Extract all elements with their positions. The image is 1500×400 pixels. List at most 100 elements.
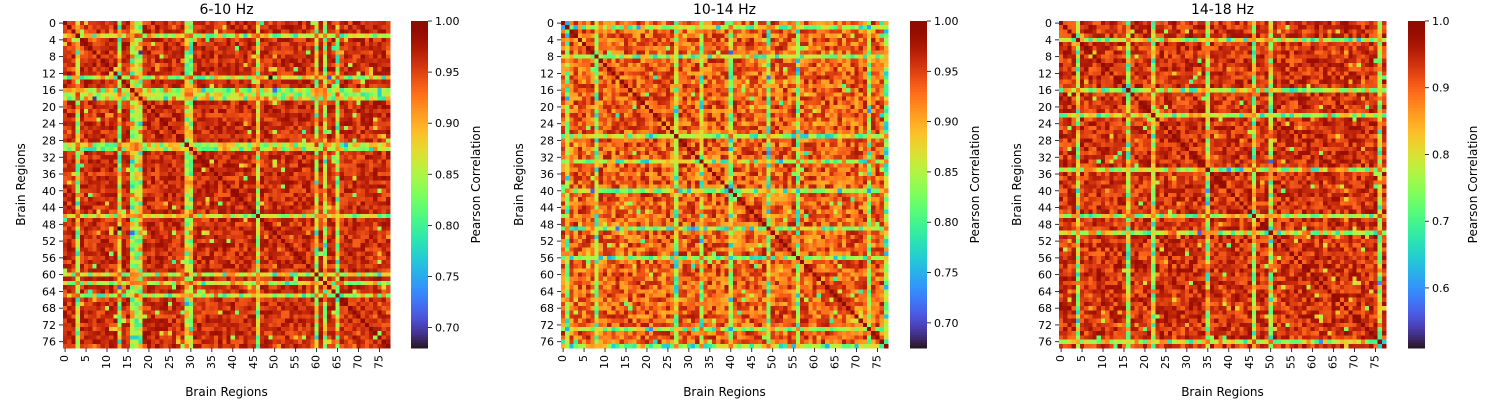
heatmap-cell (125, 33, 131, 39)
heatmap-cell (364, 180, 370, 185)
heatmap-cell (71, 46, 76, 51)
heatmap-cell (348, 239, 353, 244)
heatmap-cell (289, 255, 294, 261)
heatmap-cell (192, 213, 198, 219)
heatmap-cell (201, 117, 206, 122)
heatmap-cell (113, 280, 118, 286)
heatmap-cell (63, 176, 68, 181)
heatmap-cell (163, 75, 169, 81)
heatmap-cell (197, 176, 202, 181)
heatmap-cell (79, 130, 85, 135)
heatmap-cell (264, 29, 269, 34)
heatmap-cell (83, 171, 89, 177)
heatmap-cell (381, 29, 387, 34)
heatmap-cell (130, 138, 135, 143)
heatmap-cell (230, 184, 236, 190)
heatmap-cell (322, 142, 328, 148)
heatmap-cell (75, 29, 81, 34)
heatmap-cell (146, 146, 152, 152)
heatmap-cell (222, 197, 227, 202)
heatmap-cell (335, 130, 341, 135)
heatmap-cell (63, 121, 68, 127)
heatmap-cell (213, 21, 219, 26)
heatmap-cell (335, 218, 341, 223)
heatmap-cell (343, 134, 349, 139)
heatmap-cell (192, 125, 198, 131)
heatmap-cell (339, 41, 345, 47)
heatmap-cell (289, 180, 294, 185)
heatmap-cell (92, 205, 97, 210)
heatmap-cell (327, 155, 332, 160)
heatmap-cell (377, 264, 382, 269)
heatmap-cell (301, 83, 307, 89)
heatmap-cell (113, 100, 118, 106)
heatmap-cell (222, 155, 227, 160)
heatmap-cell (88, 171, 93, 177)
heatmap-cell (83, 230, 89, 236)
heatmap-cell (180, 83, 185, 89)
heatmap-cell (134, 247, 139, 252)
heatmap-cell (155, 234, 160, 240)
heatmap-cell (343, 41, 349, 47)
heatmap-cell (151, 134, 156, 139)
heatmap-cell (343, 230, 349, 236)
heatmap-cell (79, 88, 85, 93)
heatmap-cell (322, 201, 328, 206)
heatmap-cell (100, 159, 106, 164)
heatmap-cell (352, 41, 357, 47)
heatmap-cell (184, 226, 190, 231)
heatmap-cell (209, 218, 215, 223)
heatmap-cell (276, 184, 282, 190)
heatmap-cell (289, 155, 294, 160)
heatmap-cell (155, 201, 160, 206)
heatmap-cell (281, 92, 286, 97)
heatmap-cell (172, 155, 177, 160)
heatmap-cell (260, 41, 265, 47)
heatmap-cell (96, 188, 102, 194)
heatmap-cell (234, 234, 240, 240)
heatmap-cell (213, 243, 219, 248)
heatmap-cell (381, 21, 387, 26)
heatmap-cell (172, 239, 177, 244)
heatmap-cell (138, 209, 143, 215)
heatmap-cell (322, 58, 328, 64)
heatmap-cell (272, 285, 278, 290)
heatmap-cell (289, 134, 294, 139)
heatmap-cell (71, 276, 76, 282)
heatmap-cell (130, 218, 135, 223)
heatmap-cell (192, 58, 198, 64)
heatmap-cell (335, 29, 341, 34)
heatmap-cell (306, 209, 311, 215)
heatmap-cell (146, 272, 152, 278)
heatmap-cell (301, 29, 307, 34)
heatmap-cell (377, 37, 382, 43)
heatmap-cell (335, 79, 341, 85)
heatmap-cell (268, 41, 273, 47)
heatmap-cell (226, 96, 232, 101)
heatmap-cell (331, 25, 336, 30)
heatmap-cell (297, 255, 303, 261)
heatmap-cell (104, 21, 110, 26)
heatmap-cell (209, 125, 215, 131)
heatmap-cell (92, 104, 97, 110)
heatmap-cell (285, 109, 290, 114)
heatmap-cell (176, 75, 181, 81)
heatmap-cell (151, 230, 156, 236)
heatmap-cell (251, 37, 257, 43)
heatmap-cell (117, 150, 123, 156)
heatmap-cell (192, 62, 198, 68)
heatmap-cell (117, 205, 123, 210)
heatmap-cell (163, 117, 169, 122)
heatmap-cell (96, 192, 102, 198)
heatmap-cell (276, 58, 282, 64)
heatmap-cell (121, 201, 127, 206)
heatmap-cell (205, 201, 211, 206)
heatmap-cell (88, 247, 93, 252)
heatmap-cell (281, 243, 286, 248)
heatmap-cell (92, 146, 97, 152)
heatmap-cell (276, 33, 282, 39)
heatmap-cell (151, 276, 156, 282)
heatmap-cell (83, 75, 89, 81)
heatmap-cell (113, 243, 118, 248)
heatmap-cell (331, 163, 336, 169)
